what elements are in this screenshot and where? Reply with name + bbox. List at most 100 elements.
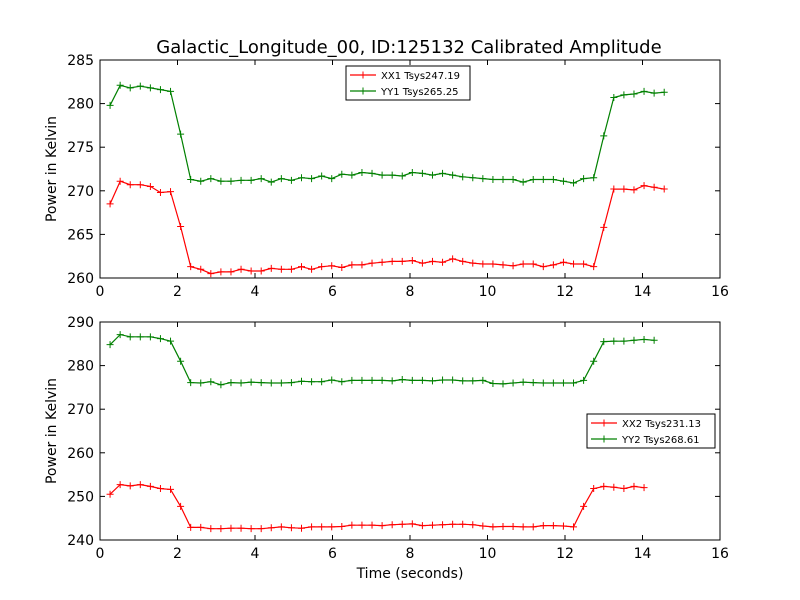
data-point [640,335,648,343]
data-point [509,522,517,530]
data-point [338,522,346,530]
legend-marker [359,71,367,79]
data-point [418,169,426,177]
data-point [146,482,154,490]
data-point [358,521,366,529]
data-point [368,521,376,529]
data-point [308,265,316,273]
data-point [580,260,588,268]
data-point [207,270,215,278]
data-point [338,378,346,386]
data-point [439,169,447,177]
data-point [257,267,265,275]
data-point [620,91,628,99]
data-point [479,260,487,268]
data-point [126,482,134,490]
data-point [620,485,628,493]
legend-box [345,65,471,101]
data-point [378,376,386,384]
data-point [580,502,588,510]
data-point [549,175,557,183]
data-point [428,257,436,265]
data-point [590,485,598,493]
x-tick-label: 12 [556,546,574,562]
data-point [267,264,275,272]
legend-marker [600,419,608,427]
data-point [388,377,396,385]
data-point [489,175,497,183]
x-tick-label: 6 [328,284,337,300]
y-tick-label: 280 [67,359,94,375]
data-point [489,260,497,268]
data-point [418,259,426,267]
data-point [590,263,598,271]
data-point [499,522,507,530]
data-point [600,132,608,140]
data-point [287,524,295,532]
y-tick-label: 265 [67,227,94,243]
x-tick-label: 8 [406,546,415,562]
y-tick-label: 260 [67,446,94,462]
data-point [469,521,477,529]
data-point [368,259,376,267]
data-point [267,178,275,186]
legend-label: YY2 Tsys268.61 [621,435,700,446]
data-point [650,89,658,97]
data-point [479,522,487,530]
legend: XX1 Tsys247.19 YY1 Tsys265.25 [345,65,471,101]
data-point [418,376,426,384]
data-point [590,357,598,365]
data-point [287,176,295,184]
data-point [428,521,436,529]
data-point [499,380,507,388]
data-point [368,376,376,384]
data-point [388,257,396,265]
data-point [146,84,154,92]
data-point [630,482,638,490]
data-point [378,522,386,530]
data-point [257,379,265,387]
data-point [388,521,396,529]
data-point [348,261,356,269]
x-tick-label: 10 [479,284,497,300]
data-point [610,337,618,345]
x-tick-label: 6 [328,546,337,562]
data-point [136,481,144,489]
data-point [378,171,386,179]
data-point [469,259,477,267]
data-point [348,376,356,384]
data-point [318,378,326,386]
data-point [600,223,608,231]
data-point [277,175,285,183]
data-point [469,174,477,182]
x-tick-label: 2 [173,284,182,300]
lower-plot-panel: 0 2 4 6 8 10 12 14 16 240 250 260 270 280 290 Power in … [44,315,729,562]
data-point [590,174,598,182]
data-point [217,381,225,389]
data-point [287,265,295,273]
data-point [610,483,618,491]
data-point [539,522,547,530]
x-tick-label: 14 [634,284,652,300]
data-point [318,263,326,271]
legend-box [586,413,716,449]
data-point [620,185,628,193]
data-point [318,523,326,531]
data-point [177,502,185,510]
data-point [298,263,305,271]
data-point [439,258,447,266]
data-point [529,523,537,531]
y-tick-label: 290 [67,315,94,331]
data-point [247,176,255,184]
data-point [227,268,235,276]
x-tick-label: 8 [406,284,415,300]
data-point [559,258,567,266]
data-point [640,484,648,492]
data-point [570,379,578,387]
data-point [298,524,305,532]
data-point [559,379,567,387]
data-point [398,257,406,265]
data-point [610,185,618,193]
data-point [519,523,527,531]
data-point [247,525,255,533]
